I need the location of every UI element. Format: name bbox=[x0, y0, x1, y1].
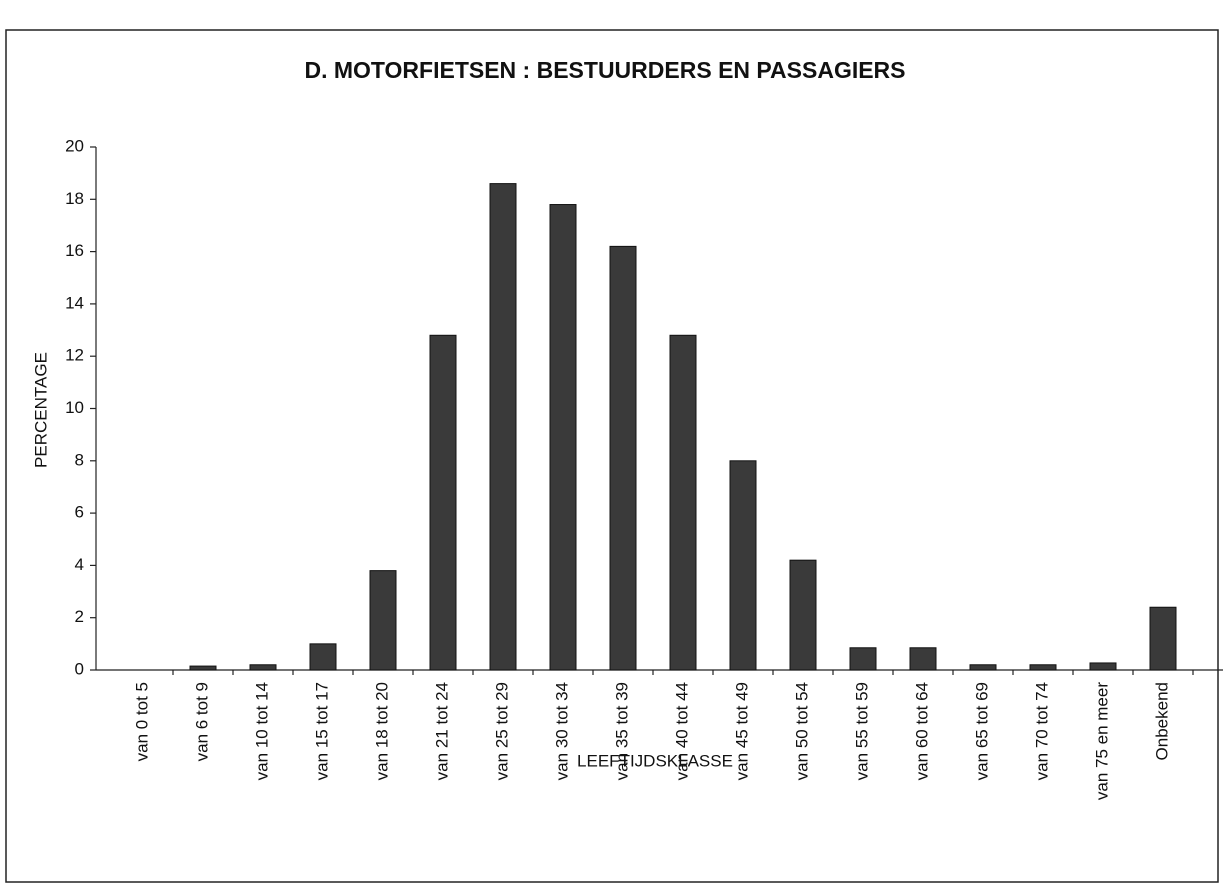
x-tick-label: van 30 tot 34 bbox=[552, 682, 571, 780]
y-tick-label: 2 bbox=[75, 607, 84, 626]
bar bbox=[249, 664, 277, 671]
bar bbox=[549, 204, 577, 671]
bar bbox=[489, 183, 517, 671]
chart-title: D. MOTORFIETSEN : BESTUURDERS EN PASSAGI… bbox=[304, 57, 905, 83]
x-tick-label: van 55 tot 59 bbox=[852, 682, 871, 780]
x-tick-label: van 65 tot 69 bbox=[972, 682, 991, 780]
bar bbox=[609, 245, 637, 671]
bar bbox=[189, 665, 217, 671]
x-tick-label: van 50 tot 54 bbox=[792, 682, 811, 780]
bar bbox=[669, 334, 697, 671]
x-tick-label: Onbekend bbox=[1152, 682, 1171, 760]
y-tick-label: 4 bbox=[75, 555, 84, 574]
bar bbox=[909, 647, 937, 671]
x-tick-label: van 21 tot 24 bbox=[432, 682, 451, 780]
x-tick-label: van 35 tot 39 bbox=[612, 682, 631, 780]
bar bbox=[729, 460, 757, 671]
x-tick-label: van 70 tot 74 bbox=[1032, 682, 1051, 780]
y-tick-label: 10 bbox=[65, 398, 84, 417]
x-tick-label: van 15 tot 17 bbox=[312, 682, 331, 780]
bar bbox=[429, 334, 457, 671]
bar bbox=[1029, 664, 1057, 671]
y-tick-label: 20 bbox=[65, 136, 84, 155]
x-axis-label: LEEFTIJDSKLASSE bbox=[577, 751, 733, 770]
y-tick-label: 16 bbox=[65, 241, 84, 260]
bar bbox=[969, 664, 997, 671]
x-tick-label: van 60 tot 64 bbox=[912, 682, 931, 780]
bar bbox=[789, 559, 817, 671]
x-tick-label: van 18 tot 20 bbox=[372, 682, 391, 780]
x-tick-label: van 75 en meer bbox=[1092, 682, 1111, 800]
y-tick-label: 14 bbox=[65, 293, 84, 312]
bar bbox=[1149, 606, 1177, 671]
y-tick-label: 18 bbox=[65, 189, 84, 208]
y-tick-label: 6 bbox=[75, 503, 84, 522]
y-tick-label: 8 bbox=[75, 450, 84, 469]
bar bbox=[1089, 662, 1117, 671]
x-tick-label: van 6 tot 9 bbox=[192, 682, 211, 761]
y-axis-label: PERCENTAGE bbox=[31, 352, 50, 468]
bar bbox=[309, 643, 337, 671]
bar bbox=[849, 647, 877, 671]
x-tick-label: van 25 tot 29 bbox=[492, 682, 511, 780]
x-tick-label: van 0 tot 5 bbox=[132, 682, 151, 761]
y-tick-label: 0 bbox=[75, 659, 84, 678]
x-tick-label: van 10 tot 14 bbox=[252, 682, 271, 780]
x-tick-label: van 45 tot 49 bbox=[732, 682, 751, 780]
bar bbox=[369, 570, 397, 671]
chart-border bbox=[5, 29, 1219, 883]
x-tick-label: van 40 tot 44 bbox=[672, 682, 691, 780]
y-tick-label: 12 bbox=[65, 346, 84, 365]
